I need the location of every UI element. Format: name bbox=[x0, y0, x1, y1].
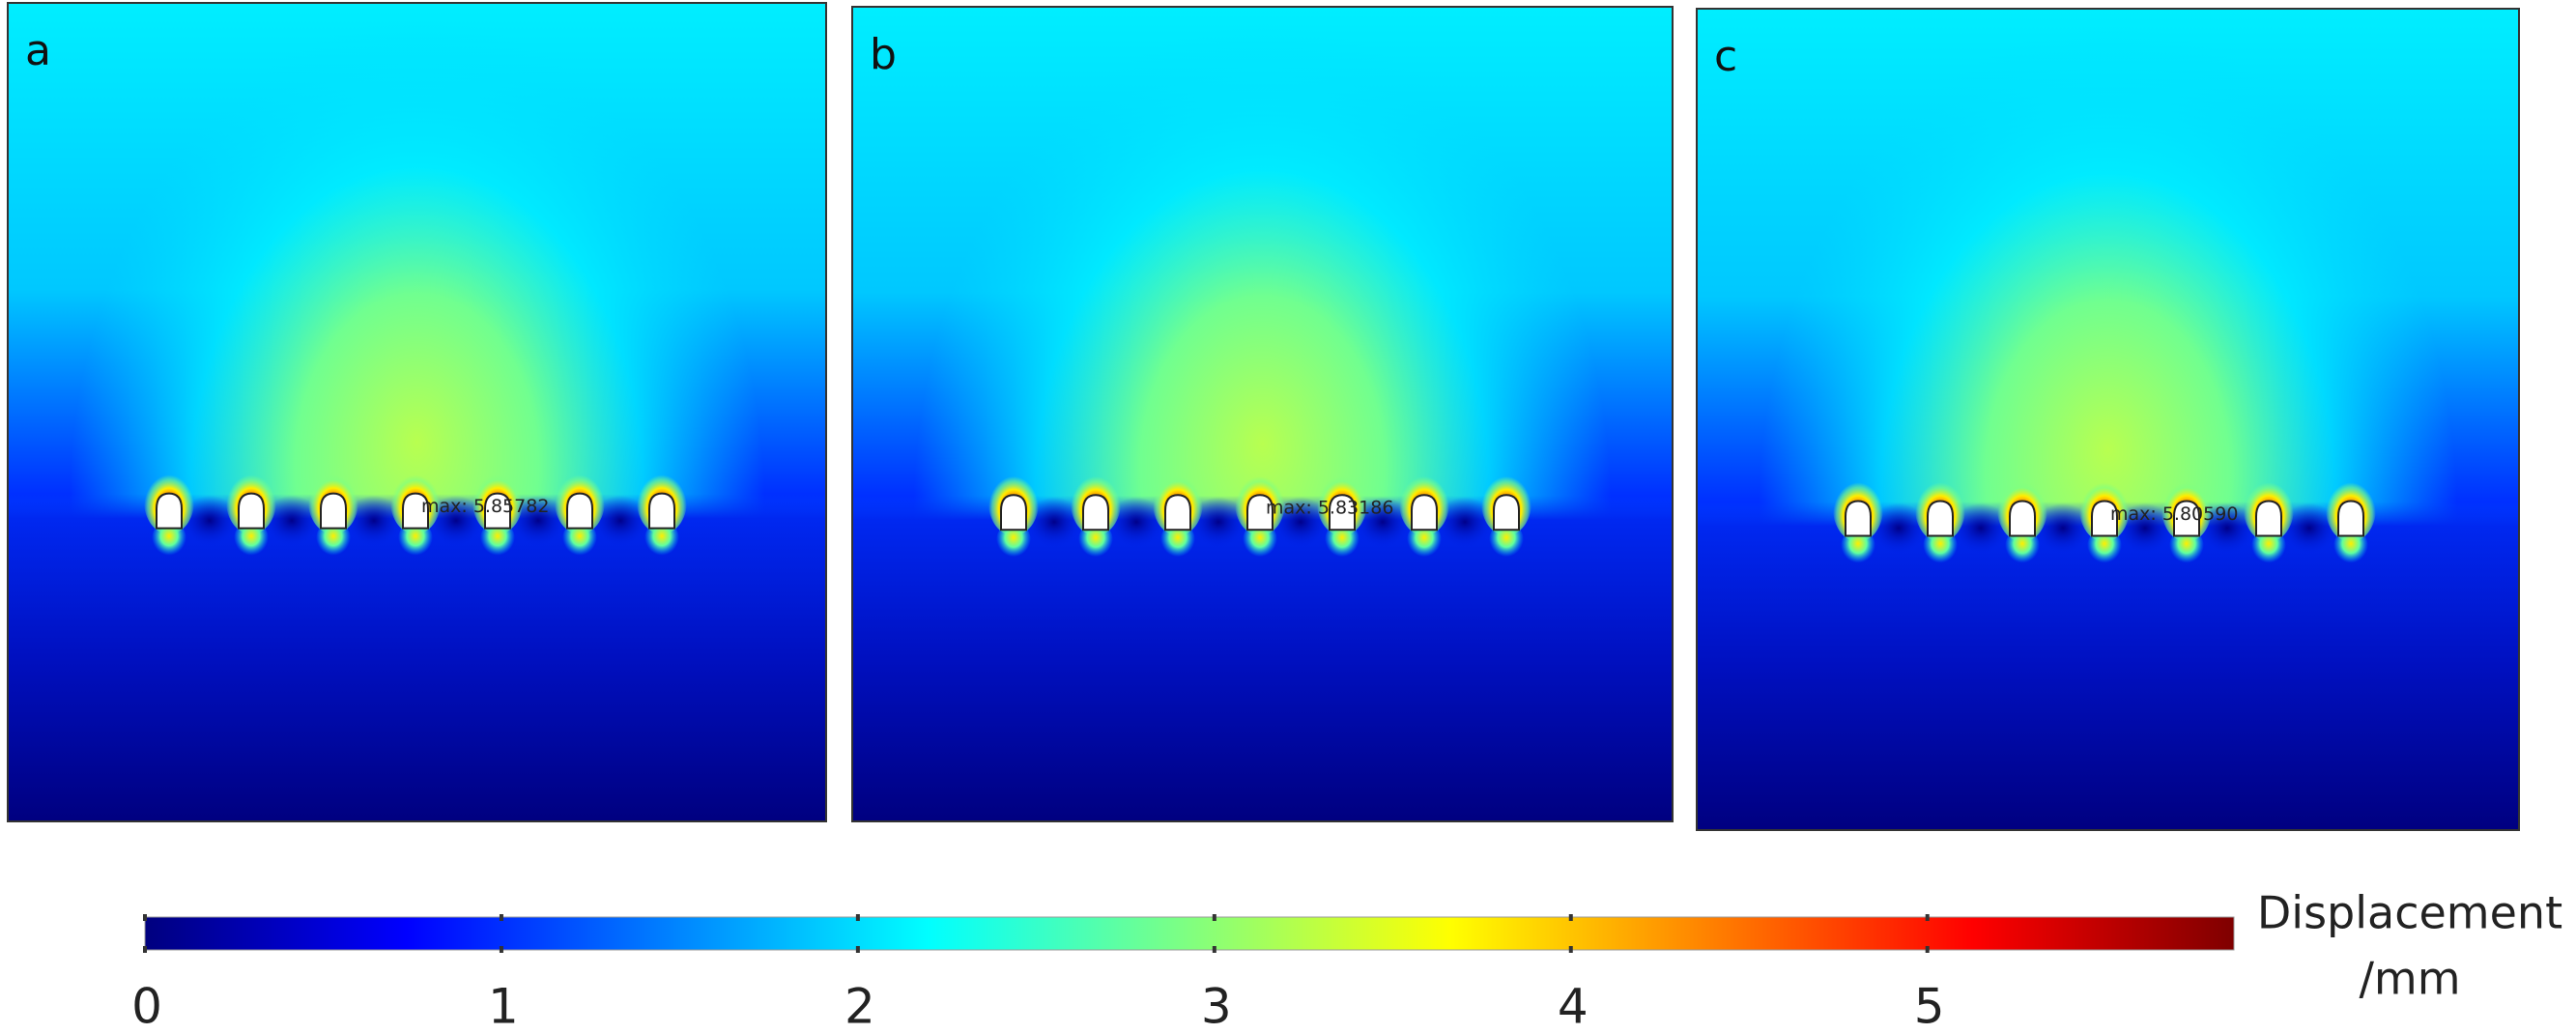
stress-halo-low bbox=[398, 520, 433, 560]
opening bbox=[566, 492, 593, 530]
panel-label: c bbox=[1714, 32, 1737, 81]
opening bbox=[2009, 500, 2036, 537]
dark-spot bbox=[1025, 497, 1083, 548]
stress-halo-low bbox=[2333, 528, 2368, 567]
dark-spot bbox=[591, 495, 649, 546]
opening bbox=[1164, 494, 1191, 531]
opening bbox=[2337, 500, 2364, 537]
stress-halo-low bbox=[1841, 528, 1875, 567]
opening bbox=[1329, 494, 1356, 531]
colorbar-tick-label: 5 bbox=[1914, 979, 1945, 1034]
colorbar-tick-label: 2 bbox=[844, 979, 875, 1034]
opening bbox=[320, 492, 347, 530]
dark-spot bbox=[2198, 503, 2256, 554]
field-panel: b max: 5.83186 bbox=[851, 6, 1674, 822]
dark-spot bbox=[427, 495, 485, 546]
panel-label: a bbox=[25, 26, 51, 75]
stress-halo-low bbox=[1160, 522, 1195, 561]
colorbar: 0 1 2 3 4 5 Displacement/mm bbox=[131, 887, 2562, 1034]
colorbar-label: Displacement bbox=[2257, 887, 2562, 939]
max-label: max: 5.85782 bbox=[421, 496, 549, 517]
dark-spot bbox=[2116, 503, 2174, 554]
field-lower bbox=[8, 3, 826, 821]
panel-frame bbox=[7, 2, 827, 822]
opening bbox=[1000, 494, 1027, 531]
stress-halo-low bbox=[2087, 528, 2122, 567]
dark-spot bbox=[1189, 497, 1247, 548]
opening bbox=[1493, 494, 1520, 531]
stress-halo-low bbox=[1923, 528, 1958, 567]
opening bbox=[1411, 494, 1438, 531]
dark-spot bbox=[509, 495, 567, 546]
opening bbox=[484, 492, 511, 530]
max-label: max: 5.80590 bbox=[2110, 503, 2238, 525]
stress-halo-low bbox=[234, 520, 269, 560]
opening bbox=[2255, 500, 2282, 537]
opening bbox=[238, 492, 265, 530]
max-label: max: 5.83186 bbox=[1266, 498, 1393, 519]
stress-halo-low bbox=[152, 520, 186, 560]
dark-spot bbox=[1952, 503, 2010, 554]
stress-halo-low bbox=[2169, 528, 2204, 567]
dark-spot bbox=[1354, 497, 1412, 548]
stress-halo-low bbox=[1078, 522, 1113, 561]
colorbar-bar bbox=[144, 916, 2235, 951]
panel-frame bbox=[1696, 8, 2520, 831]
dark-spot bbox=[263, 495, 321, 546]
opening bbox=[2173, 500, 2200, 537]
opening bbox=[2091, 500, 2118, 537]
opening bbox=[1845, 500, 1872, 537]
stress-halo-low bbox=[1407, 522, 1442, 561]
stress-halo-low bbox=[480, 520, 515, 560]
dark-spot bbox=[1107, 497, 1165, 548]
stress-halo-low bbox=[996, 522, 1031, 561]
panel-label: b bbox=[870, 30, 897, 79]
colorbar-label: /mm bbox=[2359, 953, 2460, 1005]
dark-spot bbox=[1272, 497, 1330, 548]
stress-halo-low bbox=[1489, 522, 1524, 561]
opening bbox=[1246, 494, 1274, 531]
opening bbox=[1082, 494, 1109, 531]
dark-spot bbox=[345, 495, 403, 546]
dark-spot bbox=[2280, 503, 2338, 554]
stress-halo-low bbox=[1325, 522, 1360, 561]
stress-halo-low bbox=[316, 520, 351, 560]
opening bbox=[402, 492, 429, 530]
field-lower bbox=[852, 7, 1673, 821]
opening bbox=[648, 492, 675, 530]
colorbar-tick-label: 0 bbox=[131, 979, 162, 1034]
stress-halo-low bbox=[562, 520, 597, 560]
field-panel: a max: 5.85782 bbox=[7, 2, 827, 822]
colorbar-tick-label: 1 bbox=[488, 979, 519, 1034]
dark-spot bbox=[2034, 503, 2092, 554]
dark-spot bbox=[181, 495, 239, 546]
panels: a max: 5.85782 b max: 5.83186 c max: 5.80590 bbox=[7, 2, 2520, 831]
dark-spot bbox=[1436, 497, 1494, 548]
colorbar-tick-label: 4 bbox=[1558, 979, 1589, 1034]
stress-halo-low bbox=[1243, 522, 1277, 561]
stress-halo-low bbox=[644, 520, 679, 560]
panel-frame bbox=[851, 6, 1674, 822]
stress-halo-low bbox=[2005, 528, 2040, 567]
opening bbox=[1927, 500, 1954, 537]
stress-halo-low bbox=[2251, 528, 2286, 567]
field-lower bbox=[1697, 9, 2519, 830]
dark-spot bbox=[1870, 503, 1928, 554]
opening bbox=[156, 492, 183, 530]
colorbar-tick-label: 3 bbox=[1201, 979, 1232, 1034]
field-panel: c max: 5.80590 bbox=[1696, 8, 2520, 831]
